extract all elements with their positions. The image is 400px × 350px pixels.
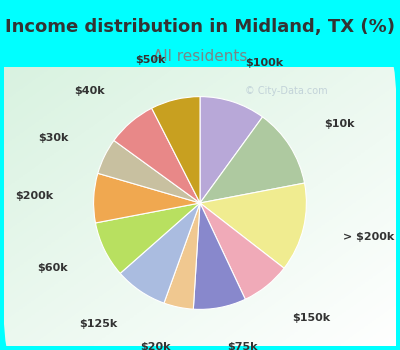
Wedge shape — [96, 203, 200, 273]
Wedge shape — [114, 108, 200, 203]
Wedge shape — [152, 97, 200, 203]
Wedge shape — [200, 117, 304, 203]
Text: Income distribution in Midland, TX (%): Income distribution in Midland, TX (%) — [5, 18, 395, 36]
Wedge shape — [193, 203, 245, 309]
Wedge shape — [94, 173, 200, 223]
Text: $200k: $200k — [15, 191, 53, 201]
Text: $10k: $10k — [324, 119, 354, 129]
Text: $30k: $30k — [38, 133, 68, 143]
Wedge shape — [200, 97, 262, 203]
Text: $75k: $75k — [228, 342, 258, 350]
Text: $100k: $100k — [245, 58, 284, 68]
Text: $150k: $150k — [292, 313, 330, 323]
Wedge shape — [200, 183, 306, 268]
Wedge shape — [200, 203, 284, 299]
Text: $60k: $60k — [38, 262, 68, 273]
Text: $40k: $40k — [74, 86, 105, 96]
Text: $20k: $20k — [140, 342, 170, 350]
Text: > $200k: > $200k — [343, 232, 394, 242]
Wedge shape — [98, 140, 200, 203]
Wedge shape — [120, 203, 200, 303]
Text: $50k: $50k — [135, 55, 166, 65]
Text: $125k: $125k — [79, 320, 118, 329]
Wedge shape — [164, 203, 200, 309]
Text: All residents: All residents — [153, 49, 247, 64]
Text: © City-Data.com: © City-Data.com — [245, 86, 328, 96]
